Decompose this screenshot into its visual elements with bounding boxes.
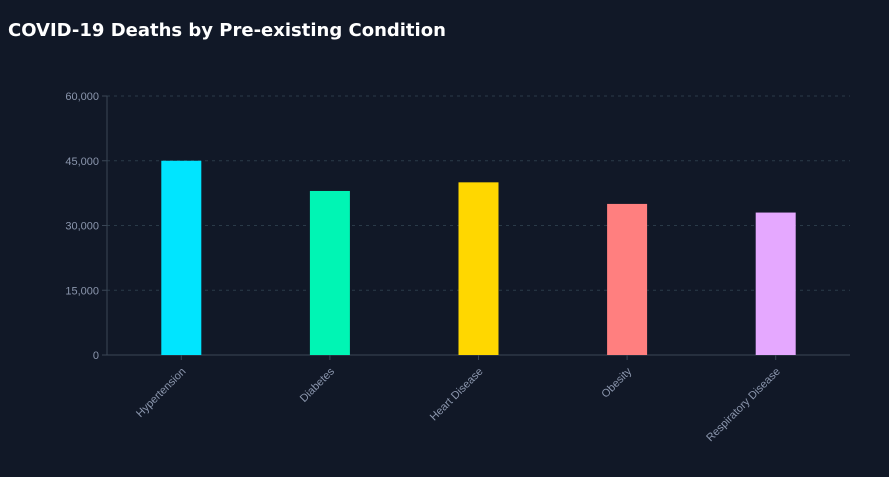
x-tick-label: Diabetes [298, 365, 338, 405]
y-tick-label: 30,000 [65, 221, 99, 233]
x-tick-label: Respiratory Disease [704, 366, 783, 445]
y-tick-label: 15,000 [65, 285, 99, 297]
bar-diabetes[interactable] [309, 190, 350, 355]
x-tick-label: Obesity [599, 365, 634, 400]
bar-hypertension[interactable] [161, 160, 202, 355]
y-tick-label: 60,000 [65, 91, 99, 103]
x-tick-label: Heart Disease [428, 366, 486, 424]
bars [161, 160, 796, 355]
bar-obesity[interactable] [607, 203, 648, 355]
y-tick-label: 45,000 [65, 156, 99, 168]
y-tick-label: 0 [93, 350, 99, 362]
bar-heart-disease[interactable] [458, 182, 499, 355]
y-axis-tick-labels: 0 15,000 30,000 45,000 60,000 [65, 91, 99, 362]
bar-respiratory-disease[interactable] [755, 212, 796, 355]
x-tick-label: Hypertension [134, 366, 188, 420]
x-axis-tick-labels: Hypertension Diabetes Heart Disease Obesity… [134, 365, 783, 444]
chart-title: COVID-19 Deaths by Pre-existing Conditio… [8, 20, 446, 41]
